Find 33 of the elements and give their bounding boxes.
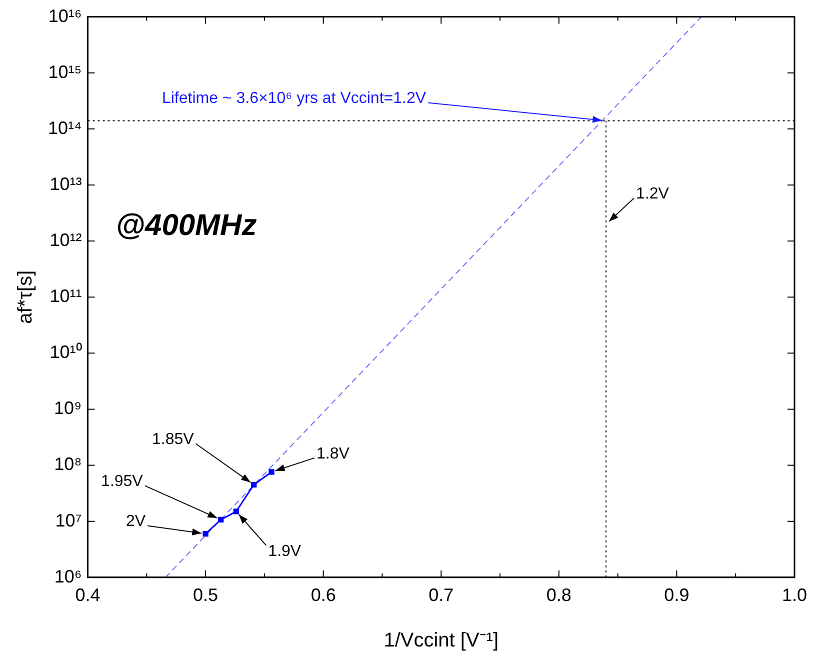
- y-tick-label: 10¹¹: [50, 286, 82, 306]
- y-tick-label: 10⁹: [54, 398, 82, 418]
- annotation: @400MHz: [116, 209, 257, 242]
- x-tick-label: 1.0: [782, 585, 808, 606]
- y-tick-label: 10¹⁵: [48, 62, 82, 82]
- y-tick-label: 10¹⁶: [48, 6, 82, 26]
- x-tick-label: 0.9: [664, 585, 690, 606]
- annotation: 1.9V: [268, 542, 302, 560]
- x-tick-label: 0.4: [75, 585, 100, 606]
- annotation: 2V: [126, 513, 146, 530]
- y-axis-title: af*τ[s]: [14, 270, 37, 324]
- y-tick-label: 10⁶: [54, 566, 82, 586]
- x-tick-label: 0.6: [310, 585, 336, 606]
- x-axis-title: 1/Vccint [V⁻¹]: [384, 630, 499, 652]
- x-tick-label: 0.8: [546, 585, 572, 606]
- point: [268, 469, 274, 475]
- x-tick-label: 0.5: [193, 585, 218, 606]
- x-tick-label: 0.7: [428, 585, 454, 606]
- y-tick-label: 10¹³: [50, 174, 82, 194]
- point: [202, 530, 208, 537]
- annotation: 1.2V: [636, 186, 670, 203]
- y-tick-label: 10¹⁰: [50, 342, 82, 362]
- y-tick-label: 10¹⁴: [48, 118, 82, 138]
- y-tick-label: 10⁸: [54, 454, 82, 474]
- annotation: Lifetime ~ 3.6×10⁶ yrs at Vccint=1.2V: [162, 90, 426, 108]
- point: [218, 516, 224, 523]
- point: [233, 508, 239, 514]
- point: [251, 482, 257, 488]
- annotation: 1.95V: [101, 473, 144, 490]
- annotation: 1.8V: [316, 445, 350, 462]
- y-tick-label: 10¹²: [50, 230, 82, 250]
- annotation: 1.85V: [152, 431, 194, 448]
- y-tick-label: 10⁷: [55, 510, 82, 530]
